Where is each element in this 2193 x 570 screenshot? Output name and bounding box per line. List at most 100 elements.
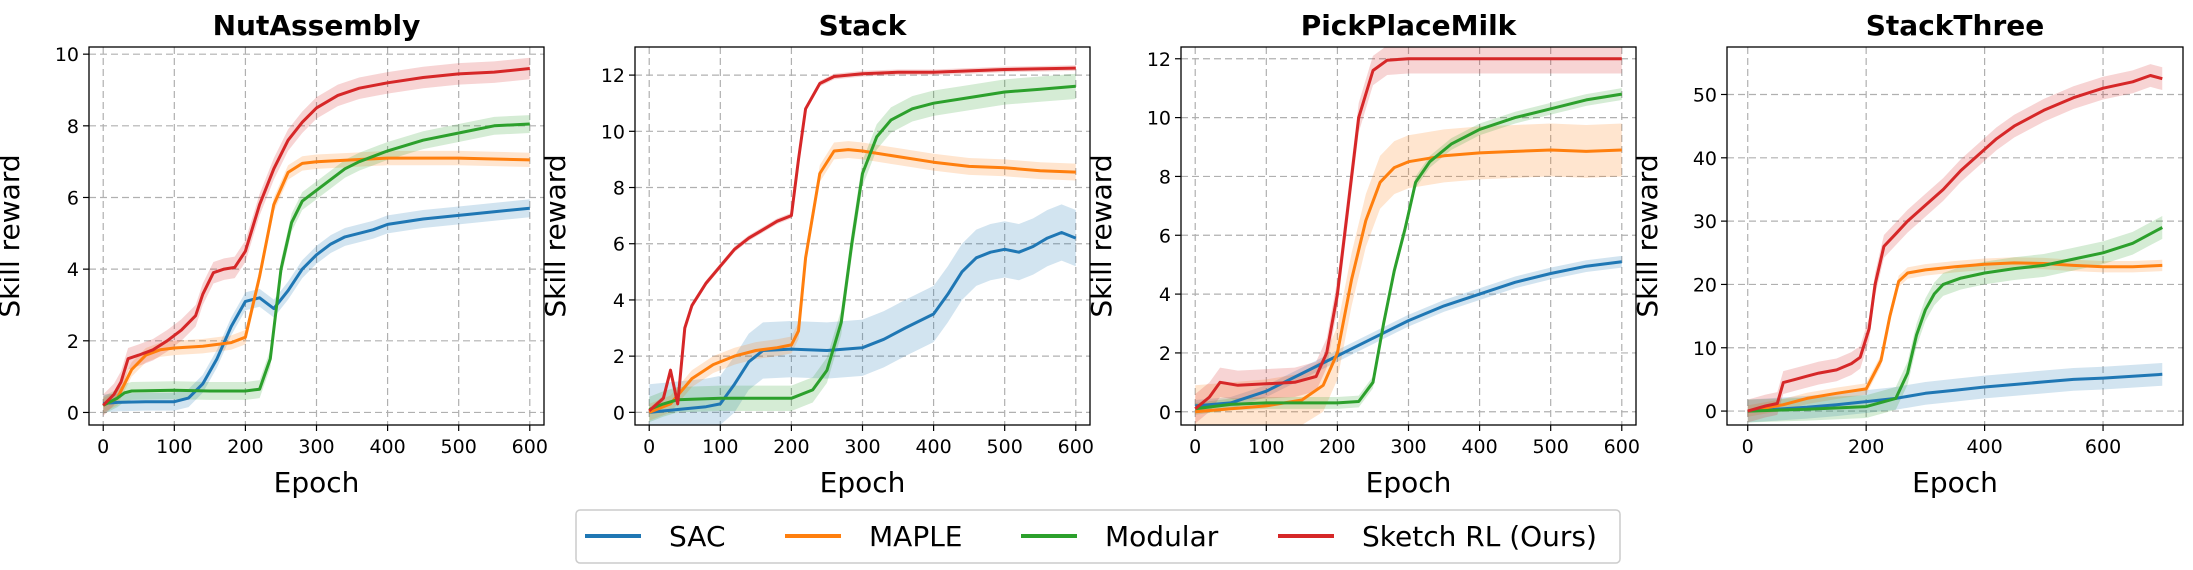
plot-area	[1747, 64, 2164, 423]
x-tick-label: 600	[512, 436, 548, 458]
series-band-sac	[649, 204, 1076, 425]
plot-area	[102, 57, 530, 417]
series-band-maple	[103, 150, 530, 413]
x-tick-label: 400	[915, 436, 951, 458]
x-tick-label: 300	[844, 436, 880, 458]
series-line-sketch-rl-ours	[648, 66, 1076, 413]
y-tick-label: 10	[55, 44, 79, 66]
chart-title: NutAssembly	[213, 9, 421, 42]
x-tick-label: 100	[702, 436, 738, 458]
series-band-maple	[1747, 257, 2163, 417]
y-tick-label: 10	[601, 121, 625, 143]
legend-label-maple: MAPLE	[869, 520, 963, 553]
x-tick-label: 500	[987, 436, 1023, 458]
y-tick-label: 40	[1693, 148, 1717, 170]
y-tick-label: 0	[1159, 402, 1171, 424]
x-tick-label: 300	[298, 436, 334, 458]
y-tick-label: 0	[67, 402, 79, 424]
legend: SAC MAPLE Modular Sketch RL (Ours)	[575, 509, 1621, 564]
series-line-sketch-rl-ours	[1747, 74, 2163, 413]
y-tick-label: 4	[67, 259, 79, 281]
y-tick-label: 4	[613, 290, 625, 312]
x-tick-label: 400	[369, 436, 405, 458]
series-line-sketch-rl-ours	[102, 67, 530, 407]
series-band-sketch-rl-ours	[1747, 64, 2163, 423]
x-axis-label: Epoch	[820, 466, 906, 499]
subplot-stack: 0 100 200 300 400 500 600 0 2 4 6 8 10 12 Stack Epoch Sk…	[539, 9, 1094, 499]
y-tick-label: 30	[1693, 211, 1717, 233]
y-tick-label: 2	[67, 331, 79, 353]
legend-frame	[575, 509, 1621, 564]
y-tick-label: 8	[67, 116, 79, 138]
series-line-sac	[1747, 372, 2163, 413]
series-line-modular	[102, 122, 530, 407]
series-band-modular	[649, 73, 1076, 423]
y-tick-label: 50	[1693, 84, 1717, 106]
chart-title: Stack	[819, 9, 908, 42]
y-tick-label: 12	[1147, 49, 1171, 71]
x-tick-label: 100	[156, 436, 192, 458]
x-tick-label: 200	[1848, 436, 1884, 458]
y-axis-label: Skill reward	[539, 154, 572, 317]
y-tick-label: 12	[601, 65, 625, 87]
legend-label-modular: Modular	[1105, 520, 1219, 553]
x-tick-label: 500	[1533, 436, 1569, 458]
axes-frame	[1726, 46, 2184, 426]
x-axis-label: Epoch	[1366, 466, 1452, 499]
y-tick-label: 0	[1705, 401, 1717, 423]
y-tick-label: 8	[1159, 166, 1171, 188]
y-axis-label: Skill reward	[1631, 154, 1664, 317]
y-tick-label: 6	[613, 234, 625, 256]
x-tick-label: 0	[643, 436, 655, 458]
x-tick-label: 500	[441, 436, 477, 458]
x-tick-label: 600	[2085, 436, 2121, 458]
series-band-maple	[1195, 123, 1622, 425]
y-tick-label: 10	[1147, 108, 1171, 130]
series-band-sac	[103, 199, 530, 413]
x-tick-label: 100	[1248, 436, 1284, 458]
series-line-maple	[648, 148, 1076, 414]
y-axis-label: Skill reward	[0, 154, 26, 317]
y-tick-label: 10	[1693, 338, 1717, 360]
chart-title: PickPlaceMilk	[1301, 9, 1518, 42]
x-tick-label: 0	[1742, 436, 1754, 458]
series-line-sac	[649, 231, 1077, 414]
legend-label-sketch-rl-ours: Sketch RL (Ours)	[1362, 520, 1597, 553]
subplot-nutassembly: 0 100 200 300 400 500 600 0 2 4 6 8 10 NutAssembly Epo…	[0, 9, 548, 499]
x-tick-label: 200	[1319, 436, 1355, 458]
series-line-modular	[648, 84, 1076, 411]
subplot-stackthree: 0 200 400 600 0 10 20 30 40 50 StackThree Epoch Skil…	[1631, 9, 2184, 499]
x-tick-label: 400	[1461, 436, 1497, 458]
subplot-pickplacemilk: 0 100 200 300 400 500 600 0 2 4 6 8 10 12 PickPlaceMil…	[1085, 9, 1640, 499]
x-tick-label: 600	[1058, 436, 1094, 458]
y-tick-label: 2	[613, 346, 625, 368]
y-tick-label: 2	[1159, 343, 1171, 365]
series-band-modular	[103, 115, 530, 415]
legend-label-sac: SAC	[669, 520, 726, 553]
x-tick-label: 300	[1390, 436, 1426, 458]
y-axis-label: Skill reward	[1085, 154, 1118, 317]
x-tick-label: 600	[1604, 436, 1640, 458]
series-line-maple	[1747, 261, 2163, 413]
y-tick-label: 6	[1159, 225, 1171, 247]
series-band-modular	[1747, 216, 2163, 423]
x-tick-label: 0	[1189, 436, 1201, 458]
series-line-sac	[103, 206, 530, 405]
y-tick-label: 4	[1159, 284, 1171, 306]
plot-area	[648, 65, 1077, 425]
x-tick-label: 400	[1966, 436, 2002, 458]
subplots: 0 100 200 300 400 500 6000246810NutAssemblyEpo…	[0, 9, 2184, 499]
y-tick-label: 20	[1693, 274, 1717, 296]
plot-area	[1194, 47, 1623, 425]
series-line-modular	[1195, 92, 1623, 411]
x-tick-label: 200	[227, 436, 263, 458]
series-line-modular	[1747, 226, 2164, 413]
series-line-sac	[1195, 260, 1622, 408]
series-line-maple	[102, 156, 530, 407]
x-tick-label: 0	[97, 436, 109, 458]
chart-title: StackThree	[1866, 9, 2045, 42]
y-tick-label: 6	[67, 187, 79, 209]
x-axis-label: Epoch	[1912, 466, 1998, 499]
series-line-sketch-rl-ours	[1194, 57, 1622, 410]
